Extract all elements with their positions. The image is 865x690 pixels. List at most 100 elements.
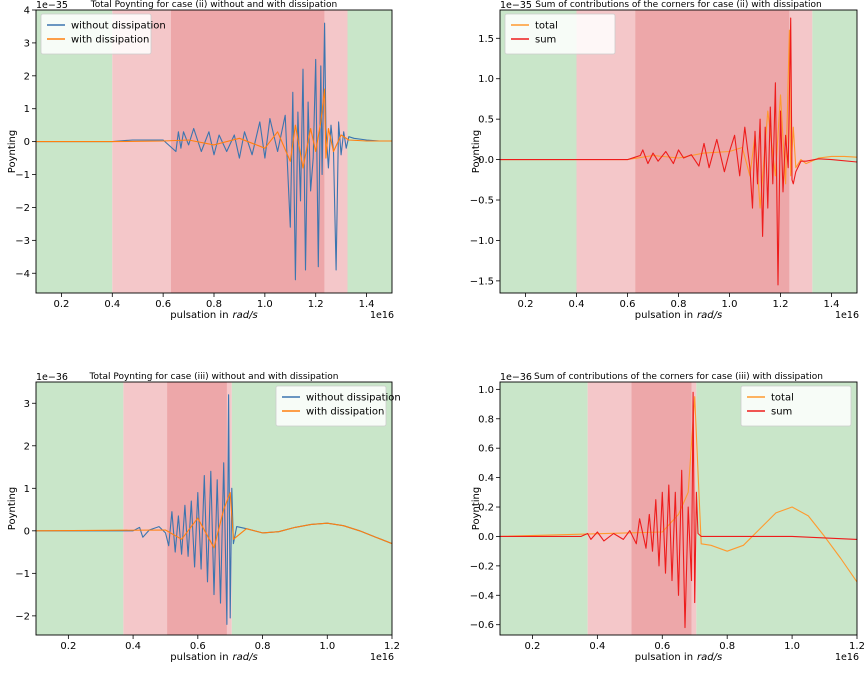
region-band xyxy=(112,10,171,293)
region-band xyxy=(635,10,790,293)
y-tick-label: 1.0 xyxy=(478,74,494,85)
region-band xyxy=(500,382,588,635)
y-tick-label: 0.6 xyxy=(478,444,494,455)
legend-label: total xyxy=(771,393,794,404)
region-band xyxy=(36,382,124,635)
x-axis-label-unit: rad/s xyxy=(697,310,722,321)
legend-box xyxy=(504,13,616,55)
chart-2: 0.2 0.4 0.6 0.8 1.0 1.2 1.4 −1.5 −1.0 −0.5 0.0 0.5 1… xyxy=(470,0,859,321)
y-tick-label: 0.8 xyxy=(478,414,494,425)
y-tick-label: −0.4 xyxy=(470,591,494,602)
x-tick-label: 0.6 xyxy=(654,641,670,652)
x-axis-label: pulsation in rad/s xyxy=(170,310,257,321)
y-tick-label: −3 xyxy=(15,236,30,247)
series-line-2 xyxy=(36,88,392,169)
x-tick-label: 0.2 xyxy=(53,299,69,310)
y-tick-label: 1 xyxy=(24,484,30,495)
x-tick-label: 0.8 xyxy=(719,641,735,652)
legend-box xyxy=(40,13,152,55)
x-tick-label: 1.2 xyxy=(384,641,400,652)
x-tick-label: 1.4 xyxy=(824,299,840,310)
legend: total sum xyxy=(740,385,852,427)
x-tick-label: 0.2 xyxy=(60,641,76,652)
x-tick-label: 0.6 xyxy=(620,299,636,310)
x-axis-label: pulsation in rad/s xyxy=(635,652,722,663)
y-tick-label: 2 xyxy=(24,71,30,82)
y-tick-label: 2 xyxy=(24,441,30,452)
x-tick-label: 1.0 xyxy=(319,641,335,652)
x-tick-label: 1.2 xyxy=(773,299,789,310)
legend-label: without dissipation xyxy=(71,21,166,32)
series-line-2 xyxy=(500,17,857,286)
legend-label: sum xyxy=(535,35,556,46)
legend-box xyxy=(275,385,387,427)
x-axis-label: pulsation in rad/s xyxy=(170,652,257,663)
chart-3: 0.2 0.4 0.6 0.8 1.0 1.2 −2 −1 0 1 2 3 Total Poynting… xyxy=(7,372,401,663)
x-tick-label: 0.6 xyxy=(190,641,206,652)
legend-label: with dissipation xyxy=(71,35,149,46)
x-tick-label: 0.4 xyxy=(125,641,141,652)
series-line-2 xyxy=(36,492,392,549)
y-tick-label: 3 xyxy=(24,38,30,49)
legend: total sum xyxy=(504,13,616,55)
y-tick-label: −0.6 xyxy=(470,620,494,631)
x-tick-label: 0.4 xyxy=(569,299,585,310)
x-axis-label-text: pulsation in xyxy=(170,652,228,663)
region-band xyxy=(347,10,392,293)
y-tick-label: 4 xyxy=(24,6,30,17)
y-tick-label: −4 xyxy=(15,269,30,280)
y-tick-label: −1 xyxy=(15,569,30,580)
y-tick-label: 0.2 xyxy=(478,503,494,514)
axes-frame xyxy=(35,381,393,636)
y-tick-label: −2 xyxy=(15,611,30,622)
y-exponent-label: 1e−36 xyxy=(500,372,532,383)
axes-frame xyxy=(499,381,858,636)
y-tick-label: −0.5 xyxy=(470,196,494,207)
y-tick-label: 3 xyxy=(24,399,30,410)
region-band xyxy=(789,10,813,293)
legend: without dissipation with dissipation xyxy=(275,385,401,427)
y-tick-label: −2 xyxy=(15,203,30,214)
series-line-2 xyxy=(500,391,857,629)
x-axis-label-unit: rad/s xyxy=(233,310,258,321)
legend-label: sum xyxy=(771,407,792,418)
x-tick-label: 0.8 xyxy=(255,641,271,652)
y-axis-label: Poynting xyxy=(471,487,482,530)
series-line-1 xyxy=(36,22,392,281)
x-axis-label-text: pulsation in xyxy=(635,652,693,663)
x-tick-label: 0.2 xyxy=(518,299,534,310)
x-tick-label: 1.4 xyxy=(359,299,375,310)
region-band xyxy=(36,10,113,293)
y-tick-label: 0.4 xyxy=(478,473,494,484)
x-axis-label-text: pulsation in xyxy=(635,310,693,321)
chart-title: Total Poynting for case (ii) without and… xyxy=(90,0,338,10)
y-tick-label: −0.2 xyxy=(470,561,494,572)
series-line-1 xyxy=(500,29,857,209)
y-tick-label: −1.0 xyxy=(470,236,494,247)
x-tick-label: 1.0 xyxy=(784,641,800,652)
chart-4: 0.2 0.4 0.6 0.8 1.0 1.2 −0.6 −0.4 −0.2 0.0 0.2 0.4 0… xyxy=(470,372,865,663)
x-tick-label: 0.4 xyxy=(589,641,605,652)
y-axis-label: Poynting xyxy=(7,487,18,530)
x-tick-label: 1.2 xyxy=(849,641,865,652)
y-tick-label: 0 xyxy=(24,526,30,537)
x-tick-label: 0.4 xyxy=(104,299,120,310)
x-tick-label: 0.8 xyxy=(671,299,687,310)
x-tick-label: 1.2 xyxy=(308,299,324,310)
legend-label: with dissipation xyxy=(306,407,384,418)
y-tick-label: 0.0 xyxy=(478,532,494,543)
legend: without dissipation with dissipation xyxy=(40,13,166,55)
legend-label: total xyxy=(535,21,558,32)
chart-title: Sum of contributions of the corners for … xyxy=(534,372,823,382)
chart-title: Sum of contributions of the corners for … xyxy=(535,0,822,10)
y-tick-label: 1 xyxy=(24,104,30,115)
x-exponent-label: 1e16 xyxy=(370,652,394,663)
x-tick-label: 0.8 xyxy=(206,299,222,310)
legend-box xyxy=(740,385,852,427)
x-axis-label-unit: rad/s xyxy=(697,652,722,663)
y-exponent-label: 1e−35 xyxy=(500,0,532,11)
chart-1: 0.2 0.4 0.6 0.8 1.0 1.2 1.4 −4 −3 −2 −1 0 1 2 3 4 Total … xyxy=(7,0,394,321)
x-exponent-label: 1e16 xyxy=(835,652,859,663)
y-axis-label: Poynting xyxy=(7,130,18,173)
